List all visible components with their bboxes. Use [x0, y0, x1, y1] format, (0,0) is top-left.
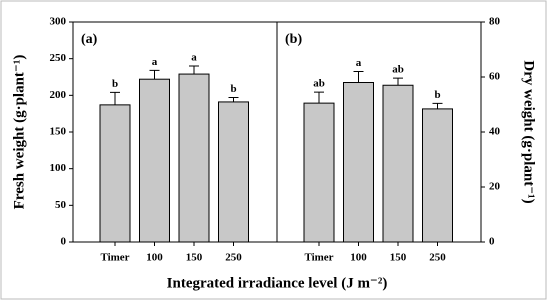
y-tick-label: 40	[489, 126, 501, 138]
bar	[218, 101, 249, 243]
y-tick-label: 50	[55, 199, 67, 211]
y-axis-label: Fresh weight (g·plant⁻¹)	[11, 55, 27, 210]
y-tick-label: 0	[61, 236, 67, 248]
x-tick-label: 250	[225, 252, 242, 264]
error-bar	[228, 97, 239, 102]
error-bar	[149, 69, 160, 80]
y-tick-label: 200	[50, 89, 67, 101]
bar	[382, 84, 414, 243]
x-tick-label: 150	[186, 252, 203, 264]
significance-letter: b	[112, 78, 118, 90]
error-bar	[393, 77, 403, 86]
significance-letter: b	[434, 89, 440, 101]
significance-letter: a	[152, 56, 158, 68]
bar	[422, 108, 453, 243]
significance-letter: b	[230, 83, 236, 95]
x-tick-label: Timer	[100, 252, 129, 264]
x-tick-label: 100	[146, 252, 163, 264]
y-axis-label: Dry weight (g·plant⁻¹)	[521, 60, 537, 203]
y-tick-label: 150	[50, 126, 67, 138]
x-tick-label: 100	[350, 252, 367, 264]
error-bar	[432, 102, 443, 109]
significance-letter: ab	[392, 64, 404, 76]
bar	[303, 102, 335, 243]
bar	[139, 78, 170, 243]
bar	[99, 104, 131, 243]
error-bar	[189, 65, 199, 75]
x-axis-label: Integrated irradiance level (J m⁻²)	[167, 275, 388, 291]
panel-label: (b)	[285, 32, 302, 47]
error-bar	[353, 71, 364, 83]
y-tick-label: 20	[489, 181, 501, 193]
error-bar	[314, 91, 324, 104]
error-bar	[110, 91, 120, 105]
significance-letter: a	[191, 52, 197, 64]
y-tick-label: 0	[489, 236, 495, 248]
significance-letter: a	[356, 57, 362, 69]
x-tick-label: 250	[429, 252, 446, 264]
y-tick-label: 300	[50, 16, 67, 28]
y-tick-label: 100	[50, 162, 67, 174]
x-tick-label: Timer	[304, 252, 333, 264]
y-tick-label: 250	[50, 52, 67, 64]
y-tick-label: 80	[489, 16, 501, 28]
x-tick-label: 150	[390, 252, 407, 264]
significance-letter: ab	[313, 78, 325, 90]
y-tick-label: 60	[489, 71, 501, 83]
bar	[178, 73, 210, 243]
panel-label: (a)	[81, 32, 98, 47]
bar	[343, 82, 374, 243]
